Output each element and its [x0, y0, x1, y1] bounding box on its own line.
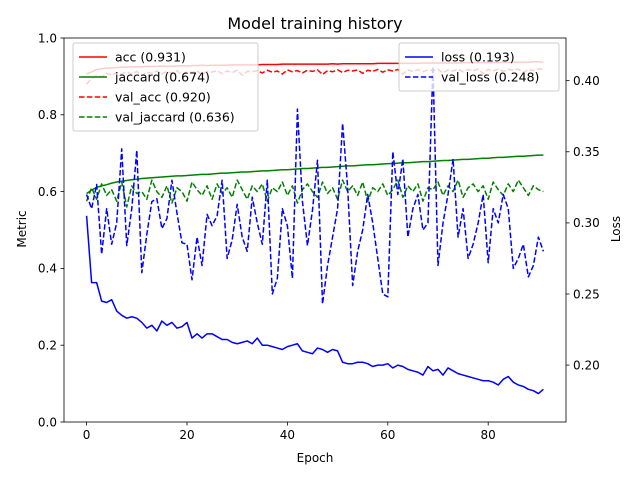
y-tick-label-left: 0.8	[38, 108, 57, 122]
legend-left-entry: val_acc (0.920)	[115, 90, 211, 105]
y-tick-label-right: 0.20	[573, 358, 600, 372]
y-tick-label-right: 0.40	[573, 74, 600, 88]
legend-left-entry: jaccard (0.674)	[114, 70, 210, 85]
series-line-5	[85, 65, 545, 305]
y-tick-label-left: 0.6	[38, 185, 57, 199]
series-line-4	[85, 215, 544, 395]
x-tick-label: 40	[280, 428, 295, 442]
y-tick-label-right: 0.35	[573, 145, 600, 159]
y-axis-label-left: Metric	[15, 210, 29, 247]
y-tick-label-left: 0.4	[38, 262, 57, 276]
series-line-3	[85, 179, 544, 208]
series-line-1	[86, 154, 544, 195]
legend-right-entry: loss (0.193)	[441, 50, 515, 65]
legend-left-entry: acc (0.931)	[115, 50, 186, 65]
x-axis-label: Epoch	[297, 451, 334, 465]
y-tick-label-right: 0.30	[573, 216, 600, 230]
x-tick-label: 60	[380, 428, 395, 442]
y-tick-label-left: 0.0	[38, 415, 57, 429]
y-axis-label-right: Loss	[609, 216, 623, 242]
axes: 0 20 40 60 80 0.0 0.2 0.4 0.6 0.8 1.0 0.20 0.25 0.30 0…	[38, 31, 600, 442]
chart-title: Model training history	[227, 14, 402, 33]
y-tick-label-left: 1.0	[38, 31, 57, 45]
legend-left-entry: val_jaccard (0.636)	[115, 110, 235, 125]
x-tick-label: 80	[481, 428, 496, 442]
x-tick-label: 20	[179, 428, 194, 442]
x-tick-label: 0	[83, 428, 91, 442]
legends: acc (0.931) jaccard (0.674) val_acc (0.920…	[72, 42, 560, 132]
legend-right-box	[398, 42, 560, 92]
legend-left-box	[72, 42, 259, 132]
legend-right-entry: val_loss (0.248)	[441, 70, 539, 85]
y-tick-label-right: 0.25	[573, 287, 600, 301]
y-tick-label-left: 0.2	[38, 339, 57, 353]
axes-frame	[63, 37, 567, 423]
